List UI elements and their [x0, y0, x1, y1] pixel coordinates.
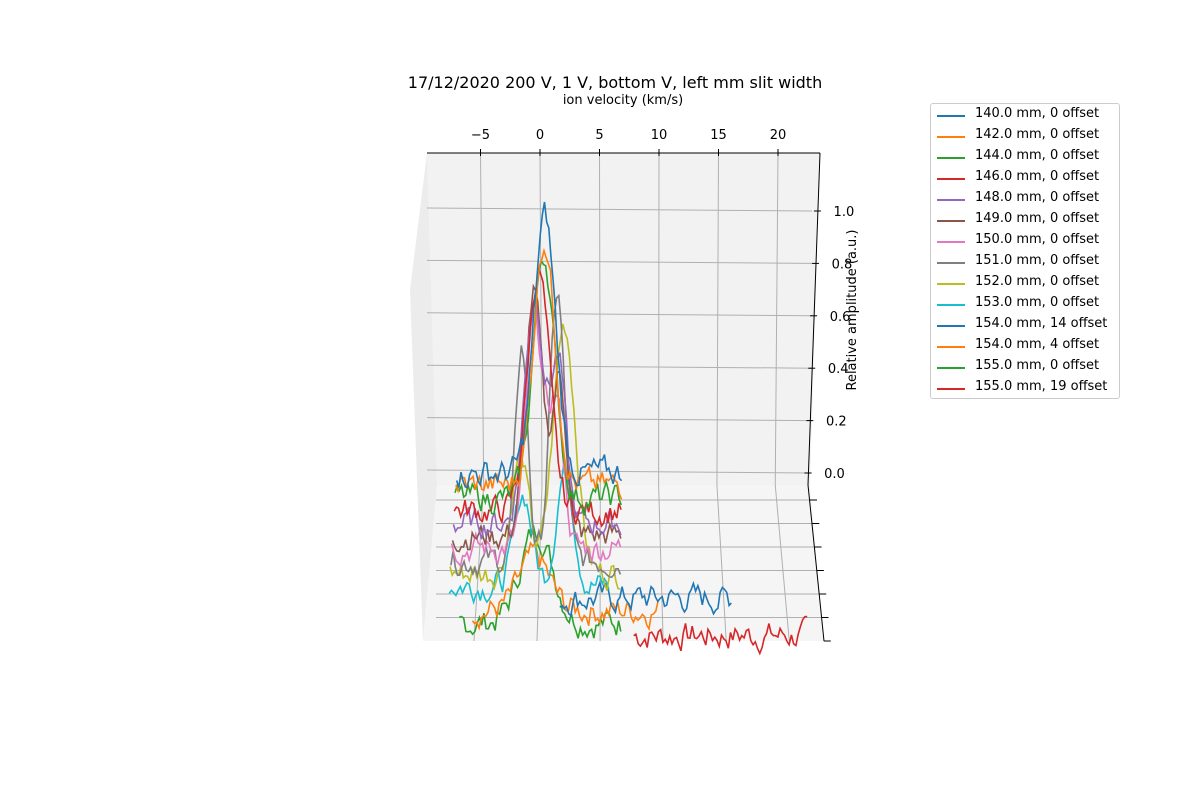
legend-label: 151.0 mm, 0 offset [975, 253, 1100, 268]
legend-item: 151.0 mm, 0 offset [931, 252, 1121, 273]
legend-swatch [937, 346, 965, 348]
series-group [448, 201, 808, 656]
legend-item: 146.0 mm, 0 offset [931, 168, 1121, 189]
tick-group: −5 0 5 10 15 20 0.0 0.2 0.4 0.6 0.8 1.0 [471, 128, 855, 642]
series-line [633, 615, 808, 656]
legend-item: 153.0 mm, 0 offset [931, 294, 1121, 315]
grid-line-z [426, 312, 813, 317]
grid-line-z [426, 207, 813, 212]
legend-item: 150.0 mm, 0 offset [931, 231, 1121, 252]
legend-label: 154.0 mm, 4 offset [975, 337, 1100, 352]
legend-swatch [937, 136, 965, 138]
z-tick-label: 0.4 [828, 362, 849, 377]
grid-line-z [426, 469, 813, 474]
grid-line-x [658, 152, 664, 642]
grid-line-z [426, 417, 813, 422]
x-axis-label: ion velocity (km/s) [563, 93, 683, 108]
series-line [458, 525, 622, 639]
legend-swatch [937, 388, 965, 390]
side-pane [410, 153, 437, 641]
z-tick-label: 0.8 [832, 257, 853, 272]
z-tick-label: 0.6 [830, 310, 851, 325]
legend-item: 148.0 mm, 0 offset [931, 189, 1121, 210]
x-tick-label: 15 [710, 128, 727, 143]
legend-label: 155.0 mm, 19 offset [975, 379, 1108, 394]
z-tick-label: 0.0 [824, 467, 845, 482]
legend: 140.0 mm, 0 offset 142.0 mm, 0 offset 144.… [930, 103, 1120, 399]
z-tick-label: 0.2 [826, 415, 847, 430]
legend-label: 140.0 mm, 0 offset [975, 106, 1100, 121]
legend-swatch [937, 304, 965, 306]
x-tick-label: 10 [651, 128, 668, 143]
z-axis-label: Relative amplitude (a.u.) [845, 230, 860, 391]
x-tick-label: 5 [595, 128, 603, 143]
legend-swatch [937, 241, 965, 243]
grid-line-x [473, 152, 485, 642]
legend-label: 154.0 mm, 14 offset [975, 316, 1108, 331]
back-pane [427, 153, 820, 485]
legend-item: 144.0 mm, 0 offset [931, 147, 1121, 168]
legend-item: 154.0 mm, 4 offset [931, 336, 1121, 357]
legend-label: 152.0 mm, 0 offset [975, 274, 1100, 289]
series-line [559, 579, 732, 617]
legend-item: 152.0 mm, 0 offset [931, 273, 1121, 294]
legend-label: 155.0 mm, 0 offset [975, 358, 1100, 373]
grid-line-x [774, 152, 790, 642]
legend-label: 144.0 mm, 0 offset [975, 148, 1100, 163]
x-tick-label: 20 [770, 128, 787, 143]
legend-item: 149.0 mm, 0 offset [931, 210, 1121, 231]
x-tick-label: 0 [536, 128, 544, 143]
grid-line-x [599, 152, 601, 642]
z-axis-line [807, 152, 821, 486]
z-tick-label: 1.0 [834, 205, 855, 220]
grid-lines [426, 152, 825, 642]
legend-swatch [937, 367, 965, 369]
legend-label: 153.0 mm, 0 offset [975, 295, 1100, 310]
x-tick-label: −5 [471, 128, 490, 143]
series-line [455, 247, 623, 500]
legend-item: 142.0 mm, 0 offset [931, 126, 1121, 147]
legend-label: 150.0 mm, 0 offset [975, 232, 1100, 247]
depth-axis-line [807, 484, 825, 642]
legend-swatch [937, 283, 965, 285]
legend-swatch [937, 115, 965, 117]
legend-swatch [937, 199, 965, 201]
legend-label: 142.0 mm, 0 offset [975, 127, 1100, 142]
series-line [448, 457, 610, 606]
legend-swatch [937, 178, 965, 180]
legend-swatch [937, 157, 965, 159]
legend-swatch [937, 262, 965, 264]
legend-label: 149.0 mm, 0 offset [975, 211, 1100, 226]
grid-line-z [426, 259, 813, 264]
legend-item: 155.0 mm, 19 offset [931, 378, 1121, 399]
grid-line-z [426, 364, 813, 369]
series-line [452, 296, 622, 540]
legend-swatch [937, 220, 965, 222]
chart-title: 17/12/2020 200 V, 1 V, bottom V, left mm… [408, 73, 822, 92]
pane-group [410, 153, 824, 641]
legend-label: 148.0 mm, 0 offset [975, 190, 1100, 205]
legend-label: 146.0 mm, 0 offset [975, 169, 1100, 184]
legend-swatch [937, 325, 965, 327]
series-line [455, 201, 623, 489]
series-line [471, 541, 659, 632]
legend-item: 154.0 mm, 14 offset [931, 315, 1121, 336]
legend-item: 155.0 mm, 0 offset [931, 357, 1121, 378]
legend-item: 140.0 mm, 0 offset [931, 105, 1121, 126]
